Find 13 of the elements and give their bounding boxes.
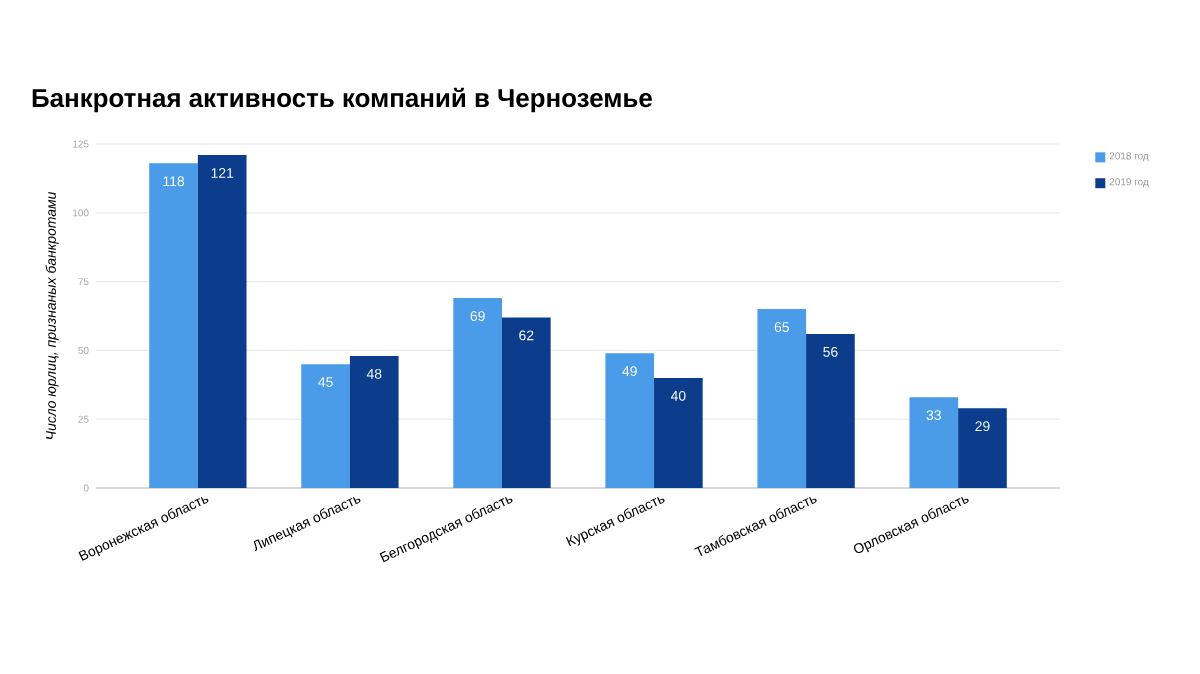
bar (757, 309, 807, 488)
bar (149, 163, 198, 488)
bar (958, 408, 1007, 488)
bar (453, 298, 502, 488)
bar (197, 155, 247, 488)
chart-title: Банкротная активность компаний в Черноземье (32, 87, 652, 113)
bar (806, 333, 855, 488)
bar (605, 353, 655, 488)
bar (301, 364, 350, 488)
bar (654, 377, 703, 488)
bar (349, 355, 399, 488)
bar (501, 317, 551, 488)
bar (909, 397, 959, 488)
